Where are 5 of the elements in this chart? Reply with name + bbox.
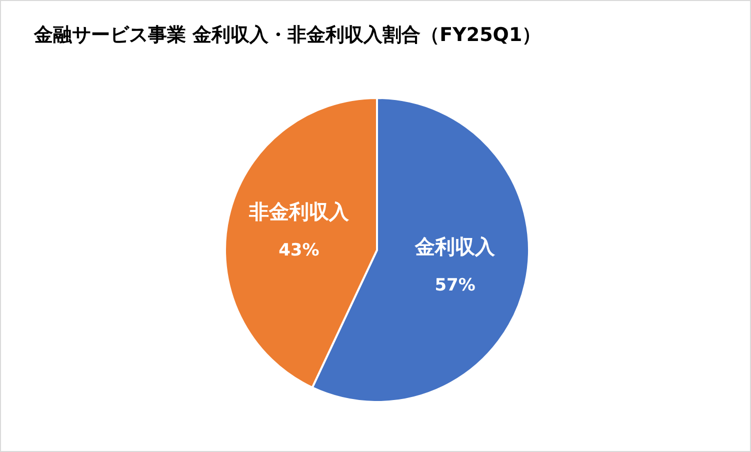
data-label: 57% <box>434 275 476 296</box>
slice-label: 金利収入 <box>414 234 496 258</box>
slice-label: 非金利収入 <box>248 200 350 224</box>
data-label: 43% <box>278 240 320 261</box>
chart-title: 金融サービス事業 金利収入・非金利収入割合（FY25Q1） <box>33 24 542 46</box>
